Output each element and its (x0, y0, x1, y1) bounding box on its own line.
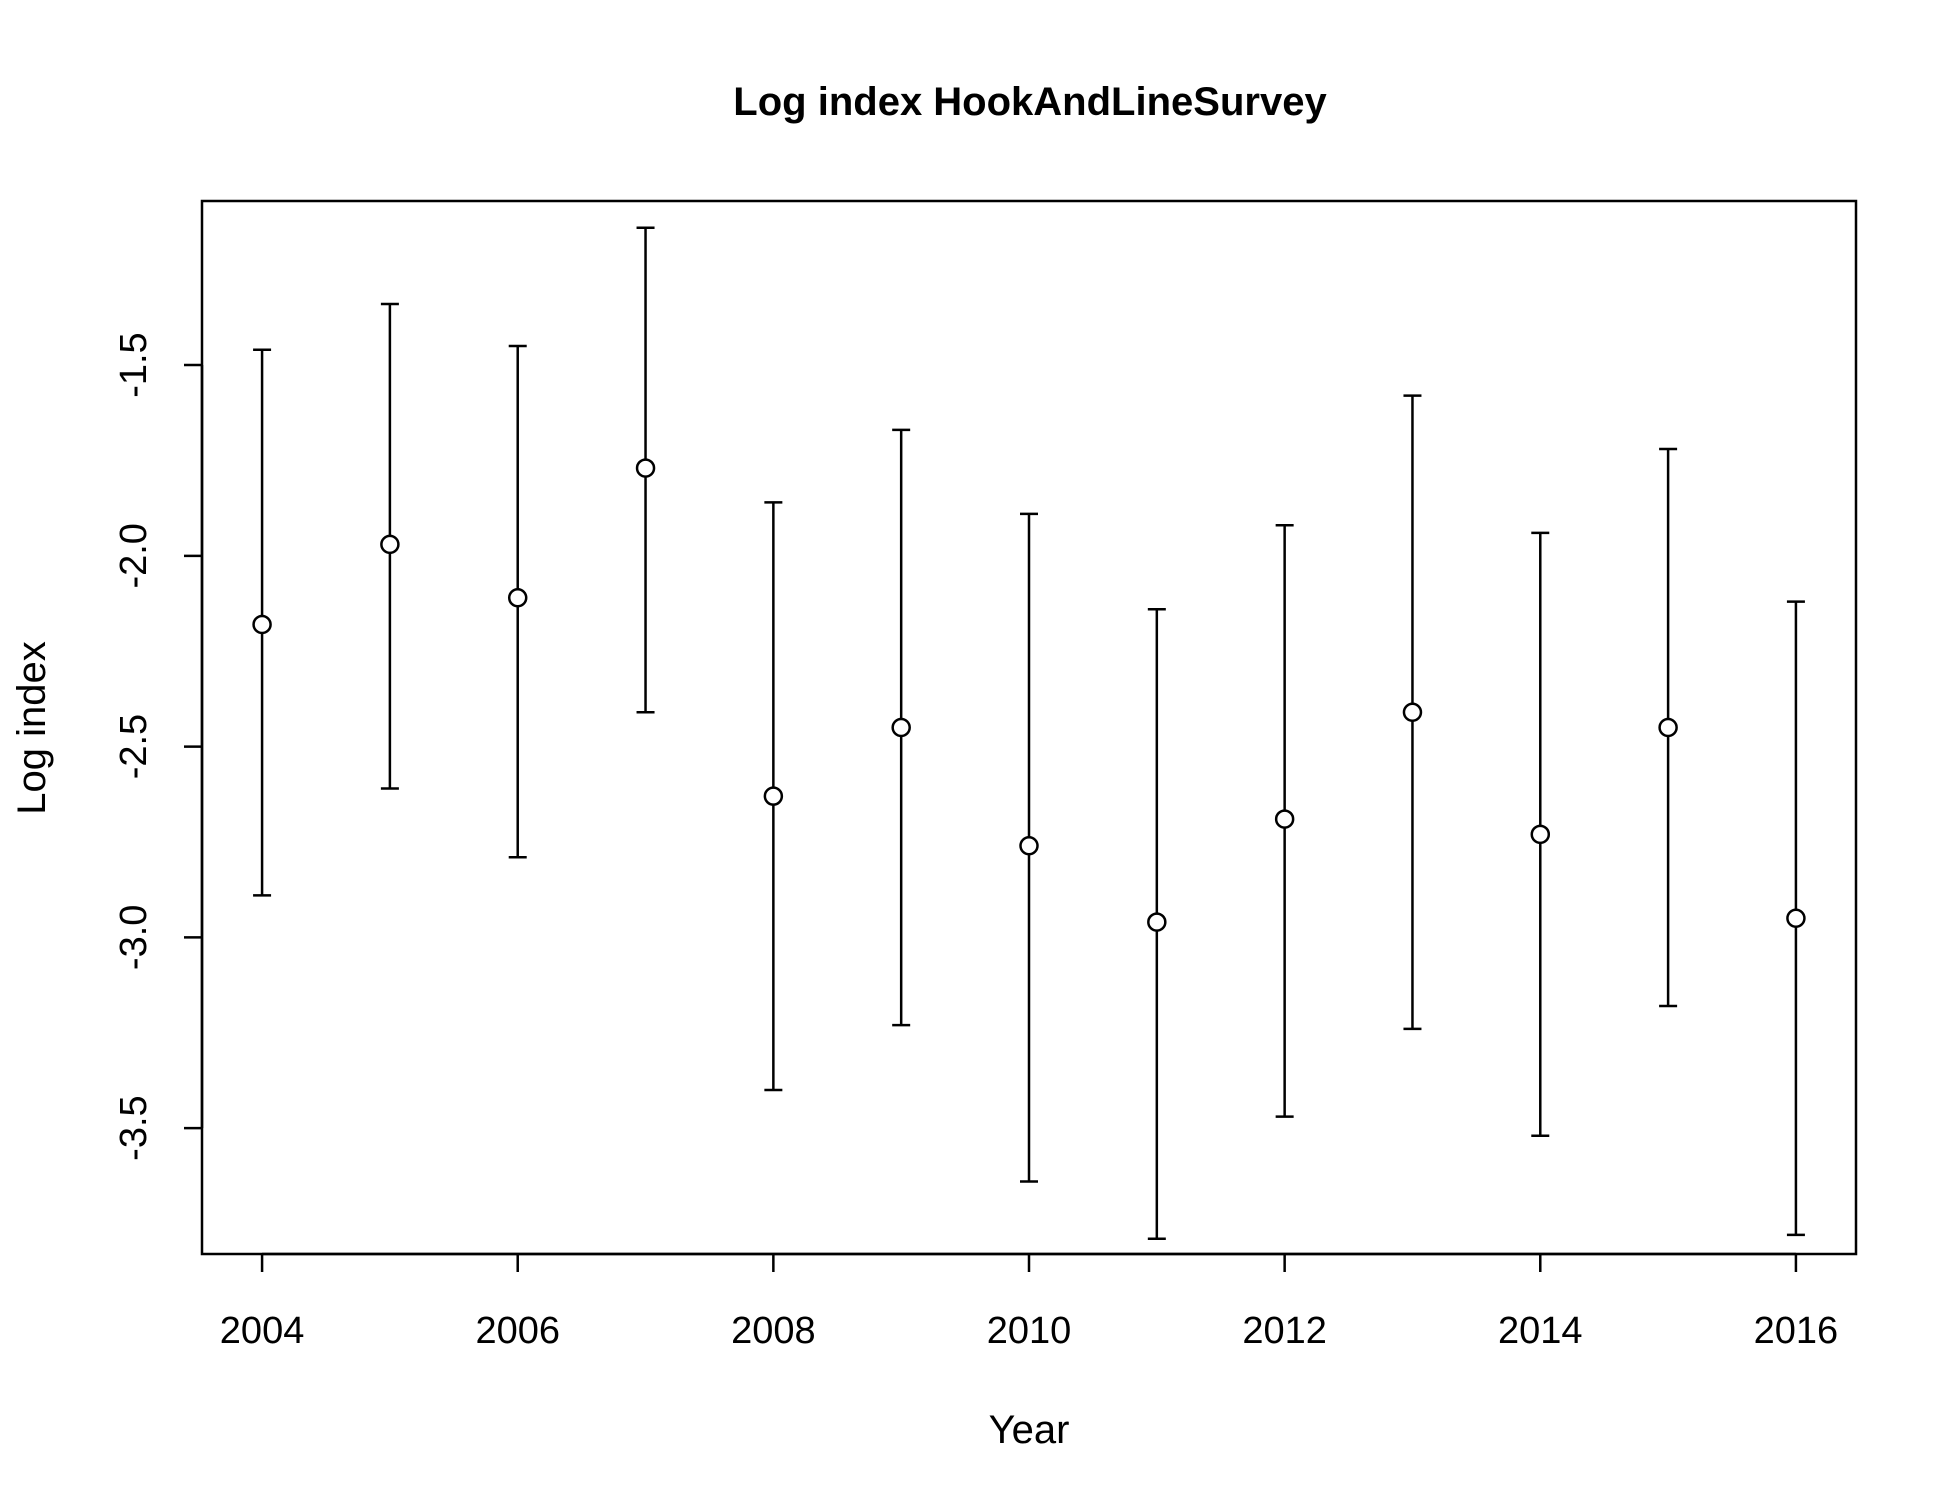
x-tick-label: 2010 (987, 1310, 1072, 1352)
x-tick-label: 2004 (220, 1310, 305, 1352)
y-tick-label: -2.0 (113, 523, 155, 588)
x-axis-label: Year (989, 1408, 1070, 1452)
data-point (1402, 702, 1423, 722)
x-tick-label: 2012 (1242, 1310, 1327, 1352)
data-point-group (252, 348, 272, 897)
data-point-group (380, 302, 400, 790)
data-point (1786, 908, 1806, 929)
data-point-group (1147, 607, 1167, 1240)
data-point (380, 534, 400, 555)
x-tick-label: 2014 (1498, 1310, 1583, 1352)
data-point (763, 786, 784, 806)
data-point (507, 588, 528, 608)
data-point-group (1019, 512, 1039, 1183)
y-axis: -1.5 -2.0 -2.5 -3.0 -3.5 (113, 332, 204, 1161)
data-point (1530, 824, 1551, 845)
data-point (891, 717, 911, 738)
data-point (1147, 912, 1167, 932)
x-tick-label: 2016 (1754, 1310, 1839, 1352)
data-point-group (1530, 531, 1551, 1137)
y-axis-label: Log index (10, 641, 54, 814)
data-point-group (635, 226, 656, 714)
y-tick-label: -3.5 (113, 1095, 155, 1160)
x-tick-label: 2008 (731, 1310, 816, 1352)
y-tick-label: -2.5 (113, 714, 155, 779)
data-point-group (1274, 524, 1295, 1118)
data-point (252, 614, 272, 635)
data-series (252, 226, 1806, 1240)
y-tick-label: -1.5 (113, 332, 155, 397)
data-point-group (507, 344, 528, 859)
data-point (1019, 836, 1039, 856)
chart-title: Log index HookAndLineSurvey (733, 80, 1327, 124)
data-point (1658, 717, 1678, 738)
data-point-group (891, 428, 911, 1027)
data-point-group (1402, 394, 1423, 1031)
x-axis: 2004 2006 2008 2010 2012 2014 2016 (220, 1252, 1839, 1352)
data-point (635, 458, 656, 478)
data-point (1274, 809, 1295, 829)
data-point-group (763, 501, 784, 1092)
data-point-group (1786, 600, 1806, 1237)
y-tick-label: -3.0 (113, 905, 155, 970)
x-tick-label: 2006 (475, 1310, 560, 1352)
data-point-group (1658, 447, 1678, 1008)
